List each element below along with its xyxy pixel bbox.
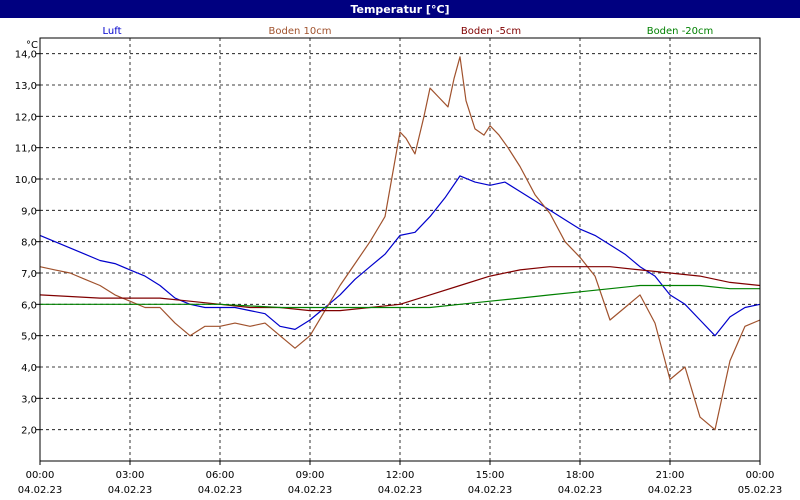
series-line — [39, 266, 761, 312]
y-tick-label: 7,0 — [21, 269, 37, 280]
series-line — [40, 284, 760, 309]
plot-series — [39, 56, 761, 431]
x-tick-time-label: 06:00 — [206, 470, 235, 481]
y-tick-label: 13,0 — [15, 81, 37, 92]
plot-frame — [39, 37, 761, 462]
legend-entry: Boden 10cm — [269, 26, 332, 37]
y-tick-label: 11,0 — [15, 144, 37, 155]
legend: Luft Boden 10cm Boden -5cm Boden -20cm — [103, 26, 714, 37]
y-tick-label: 4,0 — [21, 363, 37, 374]
y-tick-label: 6,0 — [21, 300, 37, 311]
y-tick-label: 14,0 — [15, 50, 37, 61]
x-tick-time-label: 21:00 — [656, 470, 685, 481]
x-tick-date-label: 04.02.23 — [198, 485, 243, 496]
x-tick-time-label: 00:00 — [746, 470, 775, 481]
x-tick-date-label: 04.02.23 — [288, 485, 333, 496]
series-line — [39, 175, 761, 337]
x-tick-time-label: 12:00 — [386, 470, 415, 481]
x-tick-date-label: 04.02.23 — [558, 485, 603, 496]
title-bar — [0, 0, 800, 18]
x-tick-time-label: 00:00 — [26, 470, 55, 481]
y-tick-label: 3,0 — [21, 394, 37, 405]
y-tick-label: 12,0 — [15, 112, 37, 123]
x-tick-date-label: 04.02.23 — [108, 485, 153, 496]
y-tick-label: 2,0 — [21, 426, 37, 437]
x-tick-time-label: 18:00 — [566, 470, 595, 481]
x-tick-date-label: 04.02.23 — [378, 485, 423, 496]
y-tick-label: 5,0 — [21, 332, 37, 343]
x-tick-time-label: 09:00 — [296, 470, 325, 481]
chart-title: Temperatur [°C] — [350, 3, 449, 16]
x-tick-date-label: 04.02.23 — [468, 485, 513, 496]
y-tick-label: 10,0 — [15, 175, 37, 186]
legend-entry: Boden -20cm — [647, 26, 714, 37]
x-tick-date-label: 05.02.23 — [738, 485, 783, 496]
x-tick-time-label: 03:00 — [116, 470, 145, 481]
x-tick-time-label: 15:00 — [476, 470, 505, 481]
legend-entry: Luft — [103, 26, 122, 37]
y-tick-label: 9,0 — [21, 206, 37, 217]
x-axis-ticks: 00:00 04.02.23 03:00 04.02.23 06:00 04.02.23 0… — [18, 461, 783, 496]
y-axis-ticks: 2,0 3,0 4,0 5,0 6,0 7,0 8,0 9,0 10,0 11,0 12,0 13,0… — [15, 50, 40, 437]
grid — [40, 38, 760, 461]
y-tick-label: 8,0 — [21, 238, 37, 249]
series-line — [39, 56, 761, 431]
legend-entry: Boden -5cm — [461, 26, 521, 37]
x-tick-date-label: 04.02.23 — [648, 485, 693, 496]
y-axis-unit-label: °C — [26, 40, 38, 51]
x-tick-date-label: 04.02.23 — [18, 485, 63, 496]
